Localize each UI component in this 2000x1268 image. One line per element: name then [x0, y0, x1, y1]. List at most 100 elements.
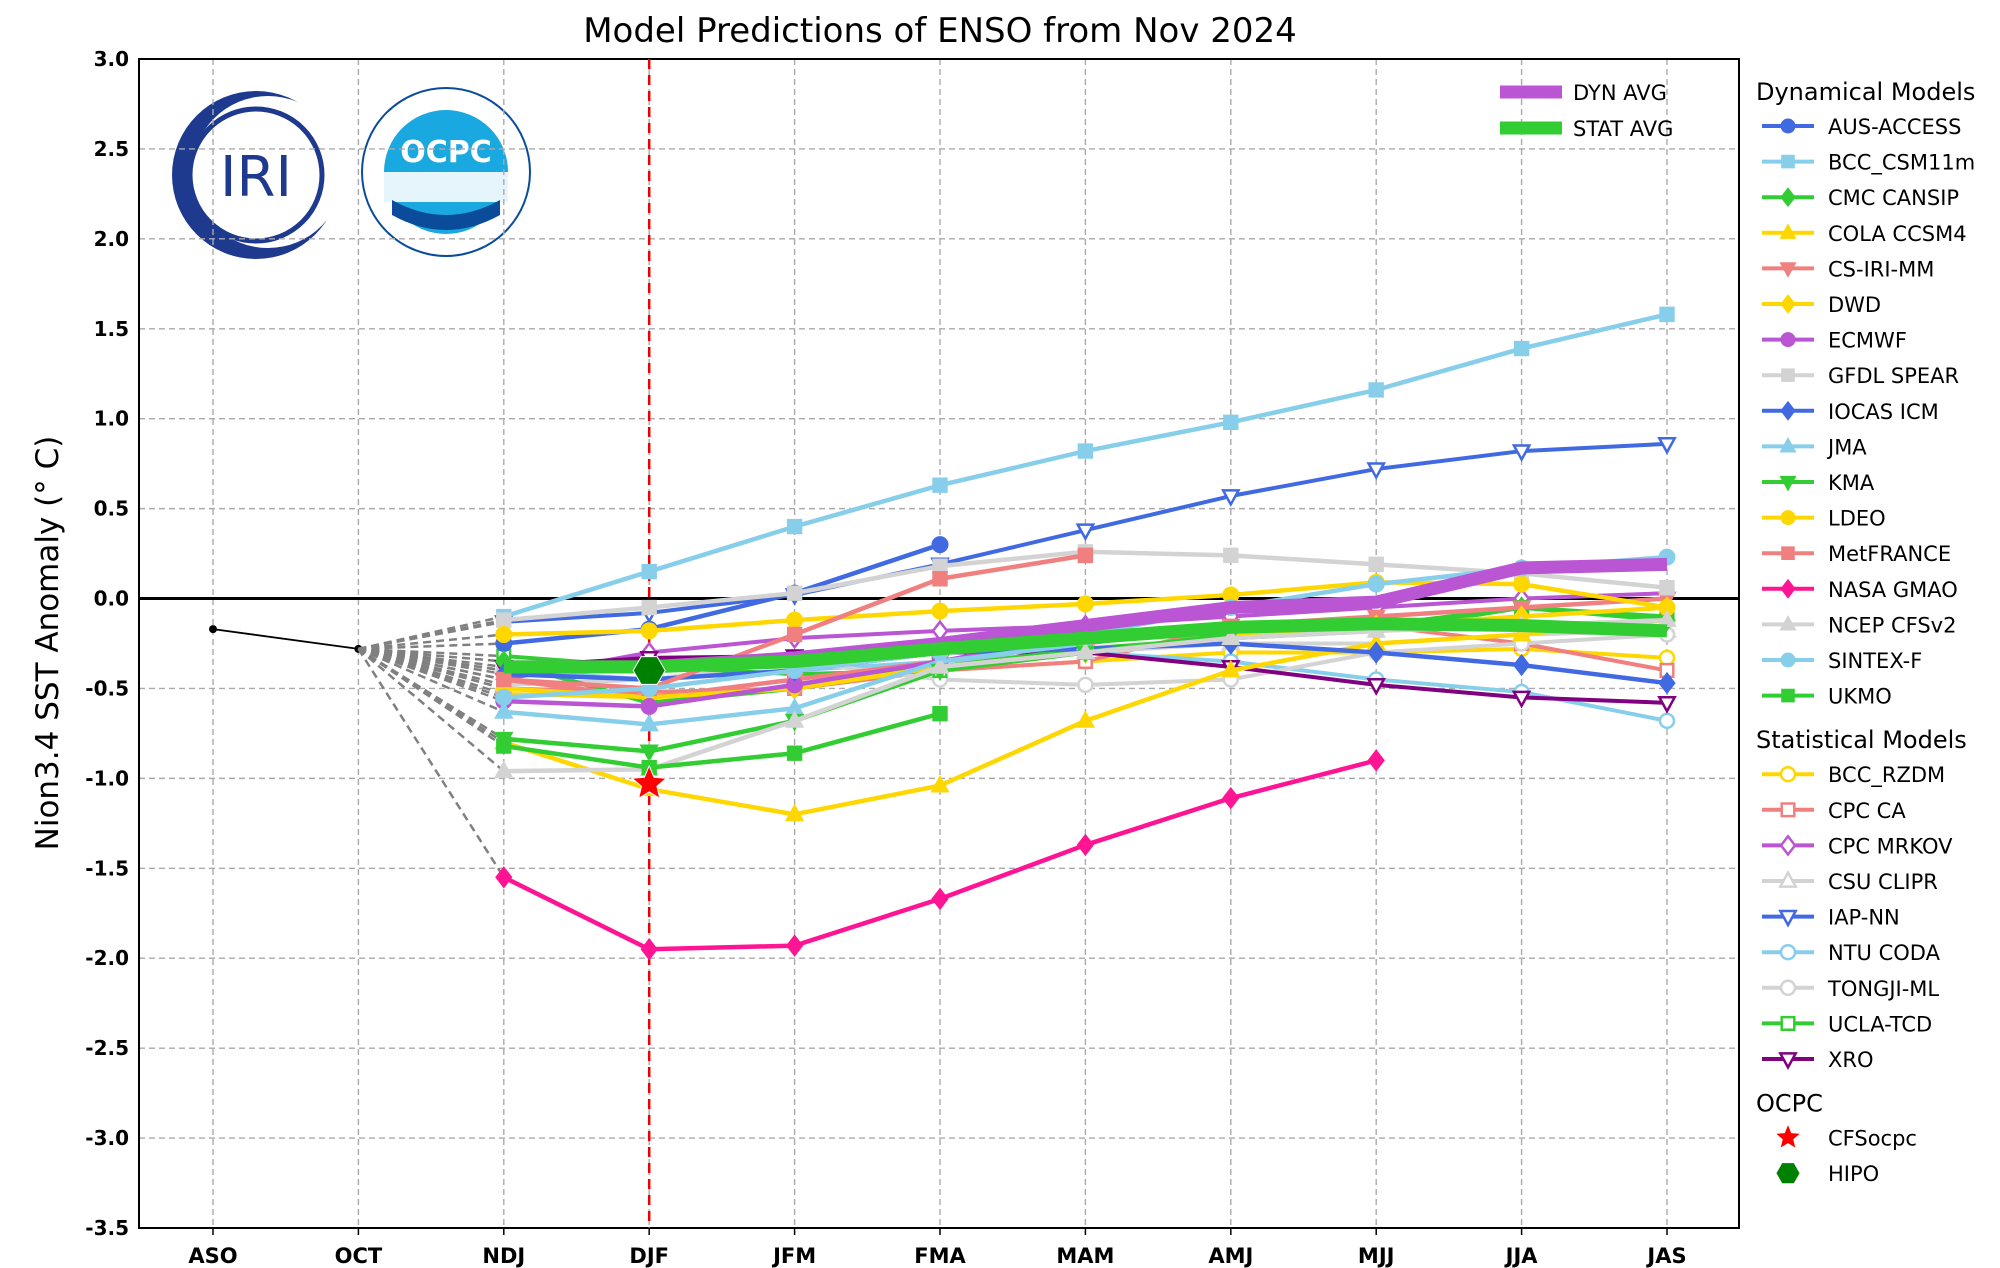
bcc-csm11m-point — [932, 477, 948, 493]
ncep-cfsv2-point — [494, 760, 514, 779]
legend-marker-kma — [1779, 475, 1797, 492]
connector-line — [357, 647, 505, 773]
y-tick-label: 2.5 — [94, 137, 129, 161]
connector-line — [357, 647, 505, 713]
xro-point — [1366, 678, 1387, 696]
legend-label-metfrance: MetFRANCE — [1828, 542, 1951, 566]
gfdl-spear-point — [1223, 547, 1239, 564]
legend-marker-bcc-csm11m — [1781, 154, 1795, 169]
bcc-csm11m-point — [1513, 340, 1530, 357]
legend-label-stat-avg: STAT AVG — [1573, 117, 1673, 141]
ldeo-point — [1513, 575, 1531, 593]
legend-marker-tongji-ml — [1779, 979, 1797, 997]
legend-label-cs-iri-mm: CS-IRI-MM — [1828, 257, 1934, 281]
iap-nn-point — [1657, 437, 1677, 455]
y-tick-label: 3.0 — [94, 47, 129, 71]
y-tick-label: -3.0 — [85, 1126, 129, 1150]
legend-label-cmc-cansip: CMC CANSIP — [1828, 186, 1959, 210]
legend-label-ncep-cfsv2: NCEP CFSv2 — [1828, 613, 1956, 637]
bcc-csm11m-point — [1368, 382, 1384, 398]
connector-line — [357, 647, 505, 748]
gfdl-spear-point — [786, 585, 803, 601]
iap-nn-point — [1511, 444, 1532, 463]
legend-label-cpc-ca: CPC CA — [1828, 799, 1906, 823]
connector-line — [358, 647, 505, 676]
chart-title: Model Predictions of ENSO from Nov 2024 — [583, 11, 1297, 51]
legend-marker-ntu-coda — [1779, 943, 1797, 961]
aus-access-point — [931, 536, 949, 554]
jma-point — [494, 701, 514, 719]
legend-marker-jma — [1779, 436, 1797, 453]
series-lines — [357, 306, 1677, 961]
y-tick-label: -2.5 — [85, 1036, 129, 1060]
y-tick-label: -1.5 — [85, 856, 129, 880]
metfrance-point — [496, 671, 512, 688]
legend-marker-ncep-cfsv2 — [1779, 614, 1797, 631]
connector-line — [358, 615, 505, 651]
ukmo-point — [786, 745, 803, 761]
ldeo-point — [931, 602, 949, 620]
legend-label-tongji-ml: TONGJI-ML — [1827, 977, 1939, 1001]
x-tick-label: OCT — [335, 1244, 383, 1268]
connector-line — [358, 620, 505, 651]
cola-ccsm4-point — [1075, 710, 1096, 728]
ukmo-line — [503, 711, 941, 770]
bcc-csm11m-point — [1223, 414, 1239, 430]
nasa-gmao-point — [495, 866, 513, 889]
legend-label-jma: JMA — [1826, 435, 1867, 459]
legend-label-ecmwf: ECMWF — [1828, 329, 1907, 353]
plot-area: 3.0 2.5 2.0 1.5 1.0 0.5 0.0 -0.5 -1.0 -1.5 -2.0 -2.… — [85, 47, 1740, 1268]
legend-marker-gfdl-spear — [1781, 368, 1795, 382]
legend-marker-iocas-icm — [1780, 400, 1796, 421]
ncep-cfsv2-point — [784, 710, 805, 728]
svg-text:OCPC: OCPC — [400, 135, 492, 170]
legend-marker-cs-iri-mm — [1779, 262, 1797, 278]
sintex-f-point — [495, 688, 513, 706]
legend-label-cpc-mrkov: CPC MRKOV — [1828, 834, 1953, 858]
ncep-cfsv2-point — [1221, 627, 1241, 646]
x-tick-label: MAM — [1056, 1244, 1114, 1268]
gfdl-spear-point — [1659, 580, 1675, 596]
iocas-icm-point — [1512, 653, 1531, 677]
y-tick-label: 1.5 — [94, 317, 129, 341]
ldeo-point — [640, 622, 658, 640]
legend-label-iocas-icm: IOCAS ICM — [1828, 400, 1939, 424]
xro-point — [1511, 690, 1532, 709]
y-tick-label: -0.5 — [85, 676, 129, 700]
iap-nn-point — [1075, 523, 1096, 542]
kma-point — [639, 744, 659, 763]
legend-label-ucla-tcd: UCLA-TCD — [1828, 1012, 1932, 1036]
legend-marker-hipo — [1776, 1163, 1800, 1184]
x-tick-label: JAS — [1645, 1244, 1686, 1268]
bcc-rzdm-point — [1658, 649, 1676, 667]
legend-group-header: OCPC — [1756, 1090, 1823, 1118]
aus-access-line — [503, 542, 941, 646]
metfrance-point — [786, 626, 803, 643]
legend-label-ntu-coda: NTU CODA — [1828, 941, 1941, 965]
ukmo-point — [932, 705, 948, 722]
y-tick-label: -2.0 — [85, 946, 129, 970]
legend-marker-ldeo — [1780, 510, 1796, 526]
legend-marker-aus-access — [1780, 118, 1796, 134]
legend-group-header: Statistical Models — [1756, 726, 1967, 754]
gfdl-spear-point — [1368, 556, 1384, 573]
y-tick-label: 0.5 — [94, 497, 129, 521]
legend-label-kma: KMA — [1828, 471, 1875, 495]
svg-text:IRI: IRI — [220, 145, 292, 210]
legend-label-dwd: DWD — [1828, 293, 1881, 317]
connector-line — [358, 642, 504, 651]
x-tick-label: MJJ — [1358, 1244, 1395, 1268]
y-tick-label: 1.0 — [94, 407, 129, 431]
legend-label-cola-ccsm4: COLA CCSM4 — [1828, 222, 1967, 246]
legend-marker-cfsocpc — [1776, 1125, 1800, 1148]
ldeo-point — [786, 611, 804, 629]
legend-marker-cola-ccsm4 — [1779, 223, 1797, 239]
cola-ccsm4-point — [784, 803, 805, 822]
cola-ccsm4-point — [1511, 623, 1532, 642]
legend-group-header: Dynamical Models — [1756, 78, 1975, 106]
connector-line — [358, 647, 505, 681]
legend-marker-cpc-ca — [1780, 802, 1796, 818]
legend-marker-ucla-tcd — [1780, 1015, 1796, 1031]
y-tick-label: -1.0 — [85, 766, 129, 790]
